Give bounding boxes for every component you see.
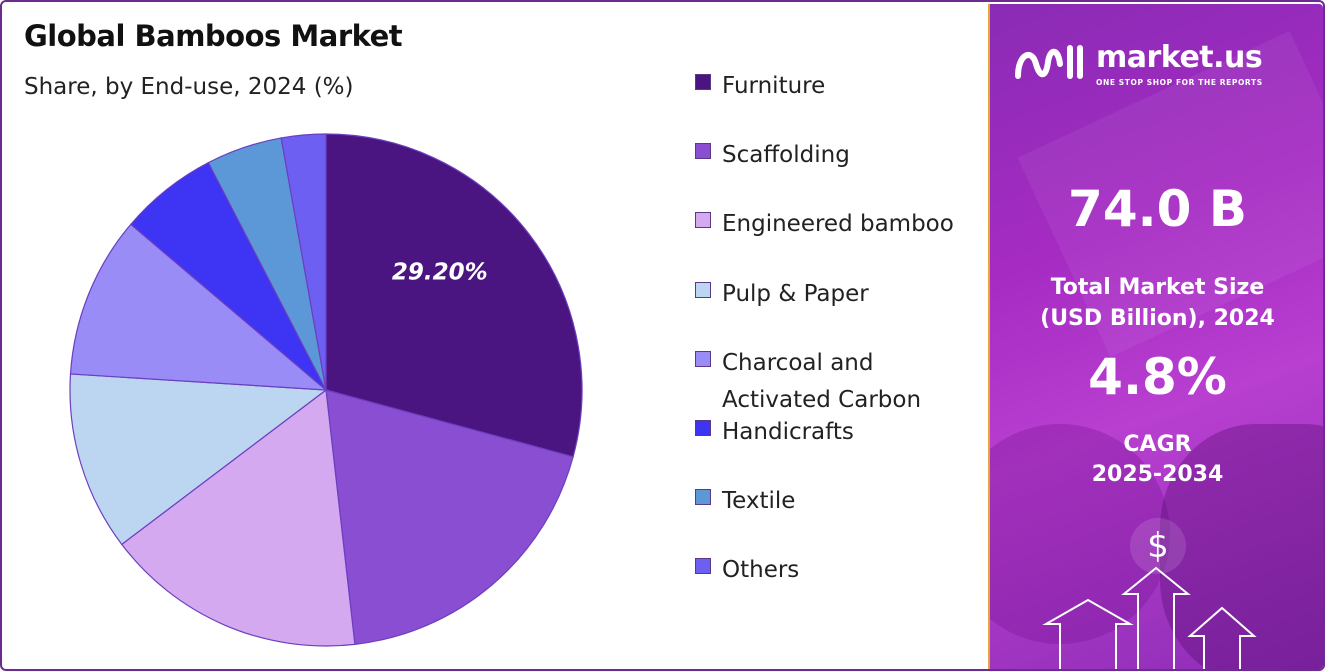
growth-arrows-icon xyxy=(1042,566,1257,669)
legend-label: Engineered bamboo xyxy=(722,211,954,237)
brand-tagline: ONE STOP SHOP FOR THE REPORTS xyxy=(1096,78,1263,87)
market-size-value: 74.0 B xyxy=(1068,180,1247,238)
panel-decoration xyxy=(990,424,1170,644)
legend-swatch xyxy=(695,282,711,298)
legend-label: Pulp & Paper xyxy=(722,281,869,307)
pie-slice-pulp-paper xyxy=(69,373,328,546)
cagr-label: CAGR xyxy=(1123,432,1192,457)
pie-slice-charcoal-and-activated-carbon xyxy=(69,223,328,391)
brand-logo: market.us ONE STOP SHOP FOR THE REPORTS xyxy=(1014,40,1304,90)
legend-swatch xyxy=(695,351,711,367)
brand-name: market.us xyxy=(1096,40,1263,75)
legend-label: Textile xyxy=(722,488,796,514)
info-panel: market.us ONE STOP SHOP FOR THE REPORTS … xyxy=(988,4,1323,669)
market-size-label: Total Market Size xyxy=(1050,275,1265,300)
cagr-period: 2025-2034 xyxy=(1091,462,1224,487)
market-us-logo-icon xyxy=(1015,45,1083,79)
pie-chart: 29.20% xyxy=(69,133,583,647)
legend-swatch xyxy=(695,558,711,574)
pie-slice-engineered-bamboo xyxy=(120,388,356,647)
legend-label: Others xyxy=(722,557,800,583)
pie-slice-scaffolding xyxy=(325,389,574,646)
pie-slice-furniture xyxy=(325,133,583,458)
legend-swatch xyxy=(695,420,711,436)
legend-label: Scaffolding xyxy=(722,142,850,168)
legend-swatch xyxy=(695,212,711,228)
chart-subtitle: Share, by End-use, 2024 (%) xyxy=(24,74,354,100)
chart-title: Global Bamboos Market xyxy=(24,19,403,53)
dollar-icon: $ xyxy=(1130,518,1186,574)
cagr-value: 4.8% xyxy=(1088,348,1227,406)
legend-label: Handicrafts xyxy=(722,419,854,445)
legend-label: Charcoal and Activated Carbon xyxy=(722,350,922,413)
legend-label: Furniture xyxy=(722,73,826,99)
legend-swatch xyxy=(695,74,711,90)
pie-slice-others xyxy=(280,133,327,391)
panel-decoration xyxy=(1160,424,1323,669)
pie-data-label: 29.20% xyxy=(392,259,488,285)
legend-swatch xyxy=(695,489,711,505)
legend-swatch xyxy=(695,143,711,159)
market-size-label-unit: (USD Billion), 2024 xyxy=(1040,306,1275,331)
